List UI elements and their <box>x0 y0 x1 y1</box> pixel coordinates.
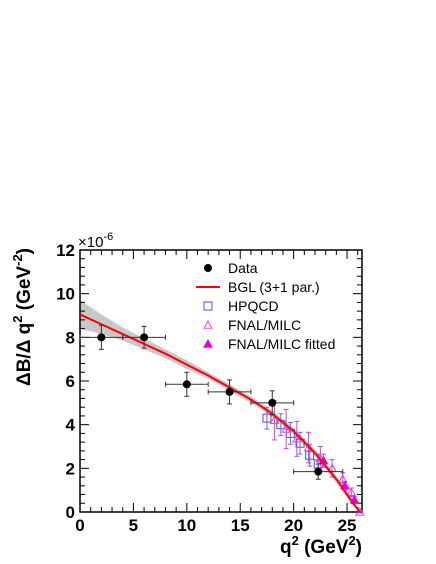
x-axis-title: q2 (GeV2) <box>280 533 362 558</box>
y-tick-label: 12 <box>56 241 75 260</box>
data-point <box>140 333 149 342</box>
y-tick-label: 2 <box>66 459 75 478</box>
y-tick-label: 8 <box>66 328 75 347</box>
data-layer <box>79 313 365 516</box>
fnal-milc-point <box>337 474 348 483</box>
data-point <box>182 380 191 389</box>
y-tick-label: 6 <box>66 372 75 391</box>
axes-layer: 0 5 10 15 20 25 0 2 4 6 8 10 12 <box>56 241 363 535</box>
x-tick-label: 0 <box>75 516 84 535</box>
legend-label-bgl: BGL (3+1 par.) <box>228 279 320 295</box>
y-axis-title: ΔB/Δ q2 (GeV-2) <box>10 248 35 386</box>
legend-label-fnal-milc-fitted: FNAL/MILC fitted <box>228 336 335 352</box>
data-point <box>225 387 234 396</box>
fnal-milc-point <box>346 487 357 497</box>
legend-label-fnal-milc: FNAL/MILC <box>228 317 301 333</box>
legend-label-hpqcd: HPQCD <box>228 298 279 314</box>
confidence-band-layer <box>80 300 360 512</box>
x-tick-label: 5 <box>129 516 138 535</box>
legend-symbol-data <box>204 264 212 272</box>
x-tick-label: 10 <box>177 516 196 535</box>
legend-label-data: Data <box>228 260 258 276</box>
hpqcd-point <box>262 413 272 423</box>
data-point <box>268 398 277 407</box>
data-point <box>314 467 323 476</box>
fnal-milc-point <box>291 433 302 443</box>
data-point <box>97 333 106 342</box>
y-tick-label: 10 <box>56 285 75 304</box>
legend-symbol-fnal-milc <box>203 319 213 329</box>
fnal-milc-point <box>269 415 280 424</box>
fnal-milc-point <box>281 424 292 433</box>
x-tick-label: 25 <box>338 516 357 535</box>
x-tick-label: 20 <box>284 516 303 535</box>
y-tick-label: 0 <box>66 503 75 522</box>
bgl-error-band <box>80 300 360 512</box>
legend: Data BGL (3+1 par.) HPQCD FNAL/MILC FNAL/MIL… <box>196 260 335 352</box>
y-multiplier: ×10-6 <box>78 231 113 251</box>
legend-symbol-fnal-milc-fitted <box>203 338 213 348</box>
legend-symbol-hpqcd <box>203 301 213 311</box>
fnal-milc-point <box>355 506 365 516</box>
y-tick-label: 4 <box>66 416 76 435</box>
x-tick-label: 15 <box>231 516 250 535</box>
